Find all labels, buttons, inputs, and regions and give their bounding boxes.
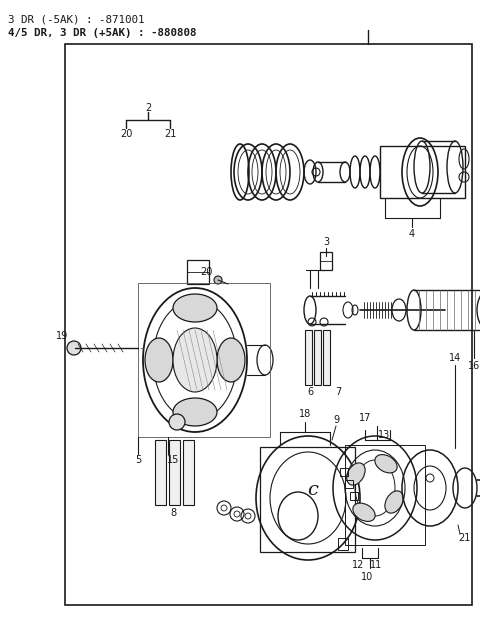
Text: 4/5 DR, 3 DR (+5AK) : -880808: 4/5 DR, 3 DR (+5AK) : -880808	[8, 28, 196, 38]
Text: 3: 3	[323, 237, 329, 247]
Bar	[338, 538, 348, 550]
Bar	[314, 330, 321, 385]
Bar	[345, 445, 425, 545]
Bar	[169, 440, 180, 505]
Ellipse shape	[375, 455, 397, 473]
Bar	[350, 492, 358, 500]
Ellipse shape	[385, 491, 403, 513]
Text: 18: 18	[299, 409, 311, 419]
Text: 8: 8	[170, 508, 176, 518]
Text: 21: 21	[458, 533, 470, 543]
Text: 21: 21	[164, 129, 176, 139]
Ellipse shape	[217, 338, 245, 382]
Text: 10: 10	[361, 572, 373, 582]
Ellipse shape	[347, 463, 365, 485]
Circle shape	[214, 276, 222, 284]
Ellipse shape	[173, 294, 217, 322]
Text: 13: 13	[378, 430, 390, 440]
Ellipse shape	[145, 338, 173, 382]
Bar	[138, 283, 270, 437]
Text: 14: 14	[449, 353, 461, 363]
Bar	[320, 252, 332, 270]
Bar	[65, 44, 472, 605]
Ellipse shape	[173, 398, 217, 426]
Circle shape	[169, 414, 185, 430]
Text: 20: 20	[120, 129, 132, 139]
Ellipse shape	[173, 328, 217, 392]
Text: 9: 9	[333, 415, 339, 425]
Bar	[340, 468, 348, 476]
Text: 15: 15	[167, 455, 179, 465]
Text: 19: 19	[56, 331, 68, 341]
Ellipse shape	[353, 503, 375, 522]
Bar	[345, 480, 353, 488]
Bar	[305, 330, 312, 385]
Text: 3 DR (-5AK) : -871001: 3 DR (-5AK) : -871001	[8, 14, 144, 24]
Circle shape	[67, 341, 81, 355]
Bar	[323, 330, 330, 385]
Bar	[260, 447, 355, 552]
Text: 5: 5	[135, 455, 141, 465]
Bar	[183, 440, 194, 505]
Bar	[380, 146, 465, 198]
Text: 17: 17	[359, 413, 371, 423]
Text: 2: 2	[145, 103, 151, 113]
Text: 7: 7	[335, 387, 341, 397]
Bar	[187, 260, 209, 284]
Text: 12: 12	[352, 560, 364, 570]
Text: 20: 20	[200, 267, 212, 277]
Text: c: c	[308, 481, 318, 499]
Text: 11: 11	[370, 560, 382, 570]
Text: 16: 16	[468, 361, 480, 371]
Text: 6: 6	[307, 387, 313, 397]
Text: 4: 4	[409, 229, 415, 239]
Bar	[155, 440, 166, 505]
